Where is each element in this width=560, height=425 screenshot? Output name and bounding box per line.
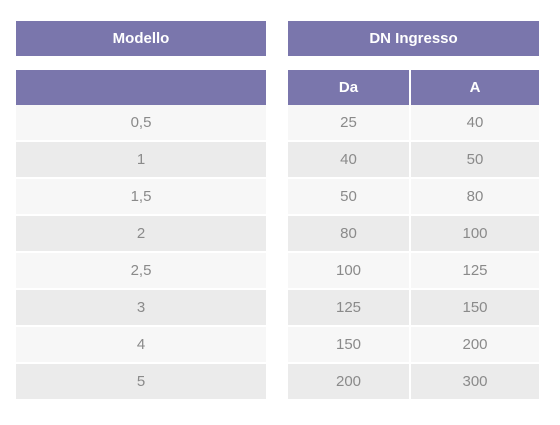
dn-from-header: Da bbox=[288, 70, 410, 105]
dn-ingresso-table: DN Ingresso Da A 25 40 40 50 50 80 80 10… bbox=[288, 21, 540, 401]
dn-to-cell: 125 bbox=[408, 252, 540, 290]
model-cell: 1,5 bbox=[16, 178, 266, 216]
dn-from-cell: 200 bbox=[288, 363, 410, 401]
table-row: 1 bbox=[16, 141, 266, 179]
dn-header: DN Ingresso bbox=[288, 21, 540, 56]
model-cell: 4 bbox=[16, 326, 266, 364]
model-cell: 1 bbox=[16, 141, 266, 179]
model-cell: 0,5 bbox=[16, 105, 266, 142]
dn-from-cell: 125 bbox=[288, 289, 410, 327]
dn-to-cell: 40 bbox=[408, 105, 540, 142]
table-row: 5 bbox=[16, 363, 266, 401]
table-row: 100 125 bbox=[288, 252, 540, 290]
dn-from-cell: 25 bbox=[288, 105, 410, 142]
table-row: 2,5 bbox=[16, 252, 266, 290]
dn-to-cell: 200 bbox=[408, 326, 540, 364]
table-row: 50 80 bbox=[288, 178, 540, 216]
model-cell: 3 bbox=[16, 289, 266, 327]
table-row: 25 40 bbox=[288, 105, 540, 142]
model-cell: 2 bbox=[16, 215, 266, 253]
dn-to-cell: 80 bbox=[408, 178, 540, 216]
table-row: 80 100 bbox=[288, 215, 540, 253]
dn-from-cell: 80 bbox=[288, 215, 410, 253]
dn-to-cell: 100 bbox=[408, 215, 540, 253]
dn-from-cell: 40 bbox=[288, 141, 410, 179]
table-row: 1,5 bbox=[16, 178, 266, 216]
dn-from-cell: 150 bbox=[288, 326, 410, 364]
model-header-gap bbox=[16, 56, 266, 70]
model-sub-header bbox=[16, 70, 266, 105]
dn-to-cell: 150 bbox=[408, 289, 540, 327]
table-row: 0,5 bbox=[16, 105, 266, 142]
table-row: 125 150 bbox=[288, 289, 540, 327]
table-row: 200 300 bbox=[288, 363, 540, 401]
table-row: 150 200 bbox=[288, 326, 540, 364]
table-row: 4 bbox=[16, 326, 266, 364]
table-row: 2 bbox=[16, 215, 266, 253]
dn-from-cell: 50 bbox=[288, 178, 410, 216]
table-row: 40 50 bbox=[288, 141, 540, 179]
dn-to-cell: 50 bbox=[408, 141, 540, 179]
dn-to-header: A bbox=[408, 70, 540, 105]
dn-from-cell: 100 bbox=[288, 252, 410, 290]
model-cell: 5 bbox=[16, 363, 266, 401]
dn-to-cell: 300 bbox=[408, 363, 540, 401]
table-row: 3 bbox=[16, 289, 266, 327]
dn-header-gap bbox=[288, 56, 540, 70]
model-table: Modello 0,5 1 1,5 2 2,5 3 4 5 bbox=[16, 21, 266, 401]
model-cell: 2,5 bbox=[16, 252, 266, 290]
model-header: Modello bbox=[16, 21, 266, 56]
